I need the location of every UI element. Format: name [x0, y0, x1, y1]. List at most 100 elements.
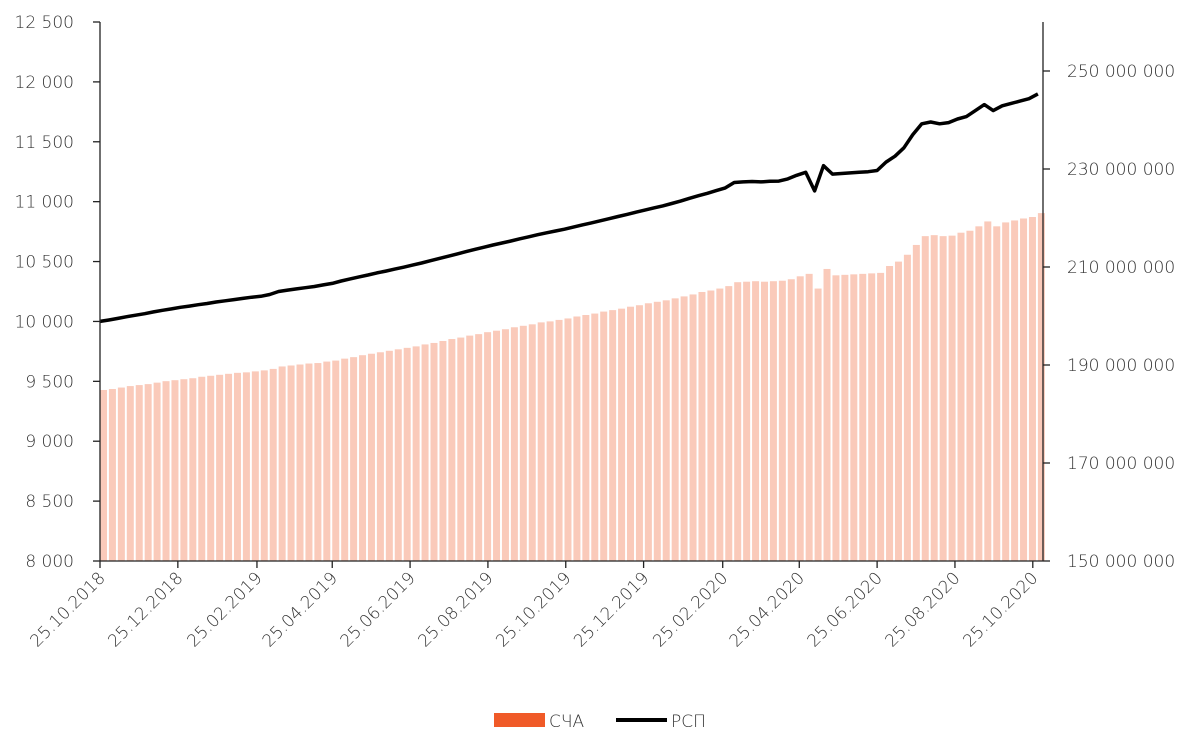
legend-label: СЧА — [549, 712, 585, 731]
bar — [564, 318, 572, 561]
y-tick-label: 12 500 — [15, 13, 74, 33]
bar — [591, 313, 599, 561]
bar — [734, 282, 742, 561]
bar — [752, 281, 760, 561]
bar — [886, 266, 894, 561]
bar — [671, 298, 679, 561]
bar — [609, 310, 617, 561]
bar — [367, 353, 375, 561]
bar — [939, 236, 947, 561]
bar — [376, 352, 384, 561]
y-tick-label: 11 000 — [15, 193, 74, 213]
bar — [689, 294, 697, 561]
y-tick-label: 8 000 — [25, 552, 74, 572]
bar — [787, 279, 795, 561]
bar — [475, 334, 483, 561]
bar — [894, 261, 902, 561]
bar — [903, 254, 911, 561]
bar — [403, 347, 411, 561]
bar — [323, 361, 331, 561]
x-tick-label: 25.10.2018 — [27, 568, 110, 651]
bar — [1037, 213, 1045, 561]
x-tick-label: 25.02.2020 — [649, 568, 732, 651]
bar — [448, 339, 456, 561]
bar — [984, 221, 992, 561]
x-tick-label: 25.12.2018 — [104, 568, 187, 651]
bar — [1002, 222, 1010, 561]
bar — [421, 344, 429, 561]
bar — [100, 389, 107, 561]
bar — [439, 340, 447, 561]
bar — [332, 360, 340, 561]
bar — [1028, 217, 1036, 561]
y2-tick-label: 210 000 000 — [1067, 258, 1175, 278]
bar — [501, 329, 509, 561]
bar — [430, 342, 438, 561]
bar — [153, 382, 161, 561]
bar — [466, 335, 474, 561]
bar — [930, 235, 938, 561]
bar — [877, 272, 885, 561]
y-tick-label: 9 500 — [25, 372, 74, 392]
bar — [635, 305, 643, 561]
x-tick-label: 25.10.2019 — [492, 568, 575, 651]
bar — [868, 273, 876, 561]
bar — [314, 363, 322, 561]
bars — [100, 213, 1045, 562]
bar — [859, 273, 867, 561]
bar — [484, 332, 492, 561]
bar — [198, 376, 206, 561]
x-tick-label: 25.08.2020 — [882, 568, 965, 651]
y-tick-label: 12 000 — [15, 73, 74, 93]
bar — [457, 337, 465, 561]
bar — [225, 373, 233, 561]
bar — [493, 330, 501, 561]
bar — [305, 363, 313, 561]
legend-label: РСП — [671, 712, 706, 731]
y-tick-label: 10 500 — [15, 253, 74, 273]
bar — [653, 301, 661, 561]
bar — [796, 276, 804, 561]
bar — [180, 379, 188, 561]
bar — [975, 226, 983, 561]
bar — [528, 324, 536, 561]
x-tick-label: 25.12.2019 — [570, 568, 653, 651]
bar — [912, 244, 920, 561]
bar — [385, 350, 393, 561]
bar — [832, 275, 840, 561]
y-tick-label: 9 000 — [25, 432, 74, 452]
bar — [555, 319, 563, 561]
bar — [618, 308, 626, 561]
bar — [537, 322, 545, 561]
bar — [108, 389, 116, 561]
bar — [725, 286, 733, 561]
bar — [662, 300, 670, 561]
bar — [171, 380, 179, 561]
bar — [546, 321, 554, 561]
bar — [993, 226, 1001, 561]
bar — [251, 371, 259, 561]
bar — [135, 385, 143, 561]
bar — [1020, 218, 1028, 562]
bar — [126, 386, 134, 561]
bar — [278, 366, 286, 561]
bar — [519, 325, 527, 561]
bar — [957, 232, 965, 561]
y-tick-label: 11 500 — [15, 133, 74, 153]
x-tick-label: 25.06.2019 — [337, 568, 420, 651]
bar — [216, 374, 224, 561]
bar — [644, 303, 652, 561]
bar — [778, 280, 786, 561]
bar — [117, 387, 125, 561]
bar — [287, 365, 295, 561]
bar — [850, 274, 858, 561]
bar — [680, 296, 688, 561]
bar — [823, 268, 831, 561]
bar — [359, 355, 367, 561]
bar — [966, 230, 974, 562]
bar — [841, 274, 849, 561]
bar — [189, 378, 197, 561]
bar — [707, 290, 715, 561]
bar — [627, 306, 635, 561]
